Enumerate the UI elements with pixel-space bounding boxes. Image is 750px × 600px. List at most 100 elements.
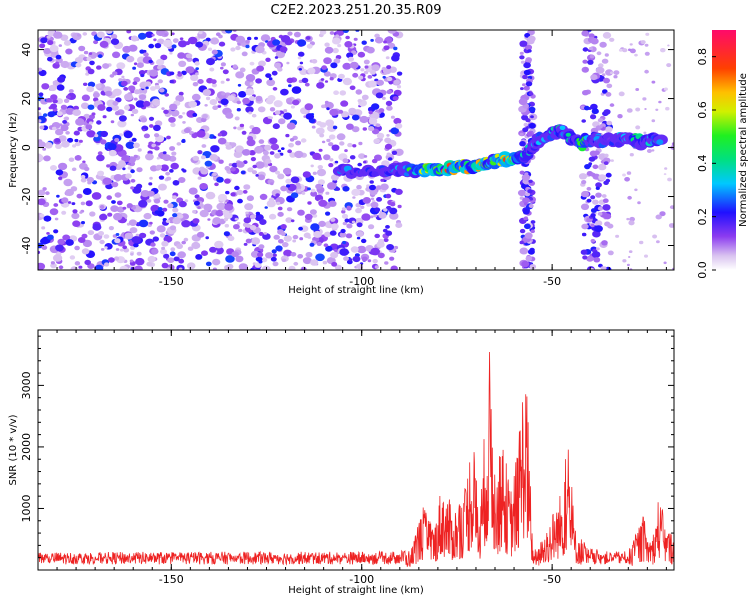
spectrogram-cell	[67, 137, 74, 143]
spectrogram-cell	[292, 239, 297, 243]
spectrogram-cell	[369, 188, 378, 196]
spectrogram-cell	[55, 143, 62, 149]
spectrogram-cell	[602, 204, 611, 211]
spectrogram-cell	[581, 30, 589, 37]
spectrogram-cell	[88, 52, 93, 55]
spectrogram-cell	[153, 124, 161, 132]
spectrogram-cell	[65, 107, 75, 115]
spectrogram-cell	[54, 138, 61, 143]
spectrogram-cell	[87, 81, 96, 88]
spectrogram-cell	[198, 30, 203, 35]
spectrogram-cell	[99, 78, 106, 84]
spectrogram-cell	[342, 77, 352, 86]
spectrogram-cell	[242, 97, 251, 105]
spectrogram-cell	[342, 240, 347, 245]
spectrogram-cell	[330, 174, 339, 181]
spectrogram-cell	[218, 159, 224, 164]
spectrogram-cell	[255, 45, 265, 54]
spectrogram-cell	[42, 147, 47, 151]
spectrogram-cell	[348, 258, 353, 262]
spectrogram-cell	[178, 115, 183, 119]
spectrogram-cell	[325, 245, 333, 252]
spectrogram-cell	[138, 94, 147, 100]
spectrogram-cell	[172, 38, 179, 43]
spectrogram-cell	[628, 48, 632, 52]
spectrogram-cell	[596, 51, 602, 56]
spectrogram-cell	[214, 246, 224, 255]
spectrogram-cell	[590, 114, 597, 120]
spectrogram-cell	[215, 209, 224, 217]
spectrogram-cell	[192, 210, 197, 214]
spectrogram-cell	[581, 223, 589, 230]
spectrogram-cell	[99, 239, 105, 245]
spectrogram-cell	[176, 142, 182, 146]
spectrogram-cell	[366, 46, 375, 54]
spectrogram-cell	[248, 111, 253, 115]
spectrogram-cell	[385, 225, 390, 229]
spectrogram-cell	[323, 57, 332, 65]
spectrogram-cell	[121, 75, 125, 79]
spectrogram-cell	[41, 245, 48, 250]
spectrogram-cell	[368, 80, 377, 88]
spectrogram-cell	[181, 220, 191, 228]
spectrogram-cell	[88, 121, 93, 125]
spectrogram-cell	[75, 118, 85, 126]
spectrogram-cell	[172, 213, 178, 218]
spectrogram-cell	[159, 233, 166, 238]
spectrogram-cell	[242, 190, 248, 194]
spectrogram-cell	[644, 254, 648, 258]
snr-ticks: -150 -100 -50 1000 2000 3000	[20, 330, 674, 586]
spectrogram-cell	[246, 139, 256, 147]
spectrogram-cell	[368, 110, 373, 115]
spectrogram-cell	[522, 197, 530, 204]
spectrogram-cell	[236, 108, 241, 112]
spectrogram-cell	[210, 37, 220, 45]
spectrogram-cell	[326, 107, 330, 111]
spectrogram-cell	[255, 211, 261, 216]
spectrogram-cell	[78, 45, 86, 52]
spectrogram-cell	[590, 103, 598, 110]
spectrogram-cell	[356, 231, 364, 237]
spectrogram-cell	[52, 126, 57, 131]
spectrogram-cell	[642, 97, 647, 101]
spectrogram-cell	[356, 236, 361, 240]
spectrogram-cell	[181, 240, 186, 245]
spectrogram-cell	[224, 178, 231, 184]
spectrogram-cell	[347, 142, 353, 148]
spectrogram-cell	[261, 257, 268, 263]
spectrogram-cell	[590, 213, 596, 218]
spectrogram-cell	[114, 111, 121, 116]
spectrogram-cell	[91, 112, 96, 116]
spectrogram-cell	[164, 33, 168, 37]
spectrogram-cell	[629, 48, 636, 54]
spectrogram-cell	[383, 208, 388, 212]
spectrogram-cell	[230, 142, 237, 148]
spectrogram-cell	[349, 155, 356, 160]
spectrogram-cell	[57, 238, 65, 245]
spectrogram-cell	[317, 165, 323, 170]
spectrogram-cell	[381, 96, 386, 100]
spectrogram-cell	[106, 106, 113, 112]
spectrogram-cell	[595, 182, 602, 188]
spectrogram-cell	[304, 103, 314, 111]
spectrogram-cell	[599, 41, 607, 48]
spectrogram-cell	[252, 164, 257, 169]
spectrogram-cell	[245, 74, 256, 82]
snr-plot	[38, 351, 674, 567]
spectrogram-cell	[107, 143, 117, 151]
y-tick-label: 1000	[20, 495, 33, 523]
spectrogram-cell	[74, 261, 81, 266]
colorbar: 0.0 0.2 0.4 0.6 0.8 Normalized spectral ampl…	[696, 30, 749, 279]
spectrogram-cell	[228, 163, 233, 167]
spectrogram-cell	[351, 188, 361, 196]
spectrogram-cell	[655, 108, 659, 112]
spectrogram-cell	[125, 141, 135, 149]
spectrogram-cell	[617, 114, 623, 119]
spectrogram-cell	[46, 35, 51, 39]
spectrogram-cell	[352, 255, 361, 263]
spectrogram-cell	[592, 230, 601, 238]
colorbar-ticks: 0.0 0.2 0.4 0.6 0.8	[696, 48, 716, 279]
spectrogram-cell	[321, 65, 328, 70]
spectrogram-cell	[160, 164, 169, 172]
spectrogram-cell	[63, 40, 72, 46]
